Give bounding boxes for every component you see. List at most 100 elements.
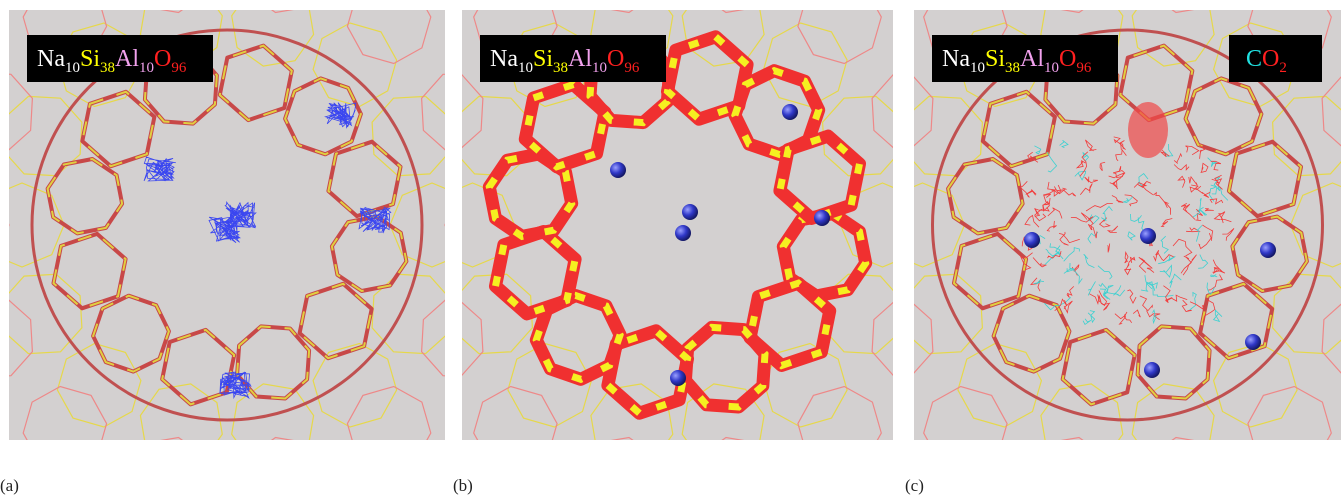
na-ion xyxy=(782,104,798,120)
co2-trajectory xyxy=(1192,197,1202,218)
thin-ring xyxy=(9,73,34,151)
thin-ring xyxy=(312,342,398,428)
cage-ring-si xyxy=(779,209,870,300)
co2-trajectory xyxy=(1045,248,1061,257)
thin-ring xyxy=(139,383,223,440)
formula: Na10Si38Al10O96 xyxy=(37,46,187,76)
co2-trajectory xyxy=(1079,151,1089,177)
co2-trajectory xyxy=(1085,139,1097,152)
co2-trajectory xyxy=(1085,203,1113,212)
co2-trajectory xyxy=(1202,224,1214,241)
thin-ring xyxy=(1060,436,1084,440)
co2-trajectory xyxy=(1202,299,1216,323)
thin-ring xyxy=(681,383,765,440)
thin-ring xyxy=(610,10,634,14)
thin-ring xyxy=(420,299,445,377)
co2-trajectory xyxy=(1058,233,1080,244)
ion-trajectory xyxy=(324,102,357,129)
co2-trajectory xyxy=(1115,148,1127,162)
thin-ring xyxy=(914,76,934,147)
co2-trajectory xyxy=(1212,309,1223,323)
co2-trajectory xyxy=(1173,152,1183,164)
co2-trajectory xyxy=(1047,207,1063,219)
na-ion xyxy=(1144,362,1160,378)
element: Al xyxy=(1020,46,1044,72)
thin-ring xyxy=(231,10,315,67)
co2-trajectory xyxy=(1106,225,1119,233)
co2-trajectory xyxy=(1087,281,1096,296)
cage-ring-si xyxy=(161,328,236,406)
co2-trajectory xyxy=(1070,216,1094,223)
thin-ring xyxy=(160,10,184,14)
cage-ring-si xyxy=(52,232,127,310)
ion-trajectory xyxy=(358,206,392,234)
cage-ring-si xyxy=(81,90,156,168)
co2-trajectory xyxy=(1198,232,1212,250)
thin-ring xyxy=(462,273,534,355)
thin-ring xyxy=(871,301,893,377)
co2-trajectory xyxy=(1043,189,1058,196)
thin-ring xyxy=(797,10,882,65)
co2-trajectory xyxy=(1075,159,1086,169)
co2-trajectory xyxy=(1047,250,1062,259)
co2-trajectory xyxy=(1121,196,1134,203)
co2-trajectory xyxy=(1107,243,1111,253)
co2-trajectory xyxy=(1123,264,1132,276)
na-ion xyxy=(682,204,698,220)
co2-trajectory xyxy=(1180,255,1192,274)
cage-ring-si xyxy=(521,80,609,171)
co2-trajectory xyxy=(1152,308,1157,325)
cage-ring-si xyxy=(731,66,823,159)
cage-ring-si xyxy=(532,291,624,384)
co2-trajectory xyxy=(1124,251,1129,264)
co2-trajectory xyxy=(1118,140,1126,150)
ion-trajectory xyxy=(219,371,252,400)
thin-ring xyxy=(371,95,445,177)
co2-trajectory xyxy=(1207,274,1223,291)
cage-ring-si xyxy=(1136,325,1211,400)
thin-ring xyxy=(762,22,848,108)
cage-ring-si xyxy=(327,140,402,218)
thin-ring xyxy=(1171,10,1195,14)
co2-trajectory xyxy=(1141,258,1155,273)
subscript: 38 xyxy=(1005,60,1020,76)
co2-trajectory xyxy=(1137,173,1149,187)
co2-trajectory xyxy=(1210,160,1222,171)
co2-trajectory xyxy=(1059,231,1069,246)
co2-trajectory xyxy=(1189,301,1204,310)
co2-trajectory xyxy=(1218,213,1232,223)
thin-ring xyxy=(1171,436,1195,440)
co2-trajectory xyxy=(1083,253,1095,268)
thin-ring xyxy=(371,273,445,355)
co2-trajectory xyxy=(1211,186,1229,201)
panel-label: (c) xyxy=(905,476,924,495)
element: Al xyxy=(568,46,592,72)
co2-trajectory xyxy=(1111,195,1124,203)
co2-trajectory xyxy=(1097,265,1113,280)
panel xyxy=(462,10,893,440)
thin-ring xyxy=(312,22,398,108)
formula: Na10Si38Al10O96 xyxy=(490,46,640,76)
co2-trajectory xyxy=(1146,310,1161,321)
guest-formula: CO2 xyxy=(1246,46,1287,76)
co2-trajectory xyxy=(1140,281,1156,292)
co2-trajectory xyxy=(1172,238,1193,257)
co2-trajectory xyxy=(1164,143,1174,158)
element: C xyxy=(1246,46,1262,72)
cage-ring-si xyxy=(330,215,408,293)
co2-trajectory xyxy=(1157,252,1175,262)
cage-outline xyxy=(931,28,1324,422)
element: O xyxy=(154,46,171,72)
cage-ring-si xyxy=(681,323,769,411)
co2-trajectory xyxy=(1098,217,1111,228)
ion-trajectory xyxy=(143,156,176,182)
co2-trajectory xyxy=(1153,249,1160,262)
co2-trajectory xyxy=(1024,214,1040,228)
thin-ring xyxy=(914,95,984,177)
thin-ring xyxy=(1131,10,1215,67)
subscript: 38 xyxy=(100,60,115,76)
co2-trajectory xyxy=(1206,282,1215,295)
thin-ring xyxy=(9,223,10,227)
co2-trajectory xyxy=(1063,262,1075,274)
